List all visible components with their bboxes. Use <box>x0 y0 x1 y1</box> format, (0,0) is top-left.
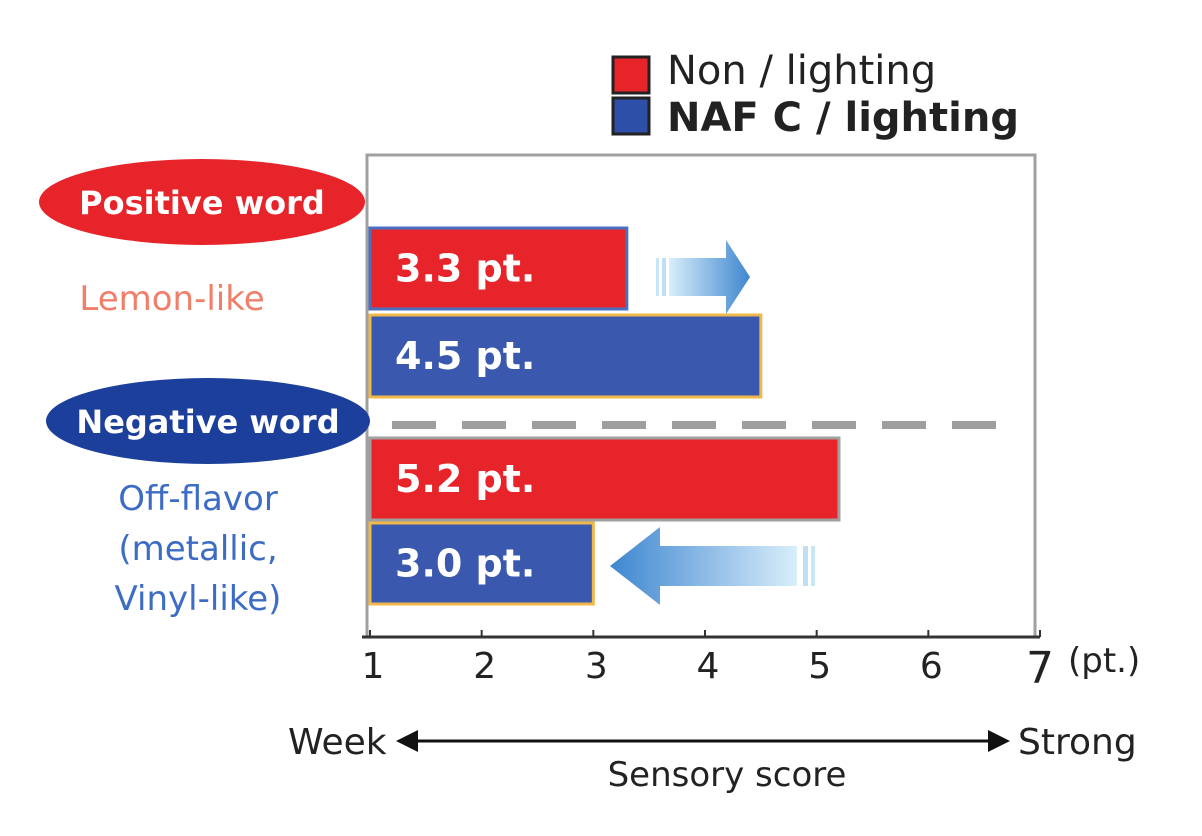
group-negative: Negative word Off-flavor (metallic, Vinyl-… <box>46 378 370 619</box>
badge-negative <box>46 378 370 464</box>
bar-label-negative-naf-c-lighting: 3.0 pt. <box>395 542 535 586</box>
x-tick-label: 1 <box>362 646 385 687</box>
scale-right-label: Strong <box>1018 722 1137 763</box>
scale-caption: Sensory score <box>608 755 847 795</box>
x-unit-label: (pt.) <box>1068 641 1140 681</box>
legend-swatch-naf-c-lighting <box>611 96 651 136</box>
bar-negative-naf-c-lighting <box>368 521 595 606</box>
x-tick-label: 3 <box>585 646 608 687</box>
x-tick-label: 4 <box>697 646 720 687</box>
group-positive: Positive word Lemon-like <box>39 159 365 319</box>
badge-positive-label: Positive word <box>79 184 325 222</box>
group-positive-label: Lemon-like <box>79 279 264 319</box>
scale-arrow-right-head <box>988 730 1010 752</box>
badge-negative-label: Negative word <box>76 403 339 441</box>
scale-arrow-left-head <box>396 730 418 752</box>
x-tick-label: 7 <box>1026 643 1054 694</box>
bar-positive-naf-c-lighting <box>368 313 763 399</box>
bar-label-positive-non-lighting: 3.3 pt. <box>395 247 535 291</box>
legend-swatch-non-lighting <box>611 55 651 95</box>
group-negative-label: Off-flavor (metallic, Vinyl-like) <box>115 479 282 619</box>
sensory-scale: Week Strong Sensory score <box>288 722 1137 795</box>
x-tick-label: 5 <box>808 646 831 687</box>
x-axis: 1 2 3 4 5 6 7 <box>362 630 1054 694</box>
x-tick-label: 2 <box>473 646 496 687</box>
scale-left-label: Week <box>288 722 387 763</box>
x-tick-label: 6 <box>920 646 943 687</box>
bar-label-negative-non-lighting: 5.2 pt. <box>395 457 535 501</box>
bar-negative-non-lighting <box>368 436 841 522</box>
bar-positive-non-lighting <box>368 226 629 311</box>
legend-label-naf-c-lighting: NAF C / lighting <box>667 95 1019 141</box>
legend-label-non-lighting: Non / lighting <box>667 48 936 94</box>
change-arrow-right <box>656 240 750 314</box>
bar-label-positive-naf-c-lighting: 4.5 pt. <box>395 334 535 378</box>
legend: Non / lighting NAF C / lighting <box>611 48 1019 141</box>
badge-positive <box>39 159 365 245</box>
bars: 3.3 pt. 4.5 pt. 5.2 pt. 3.0 pt. <box>368 226 841 606</box>
change-arrow-left <box>610 527 815 605</box>
